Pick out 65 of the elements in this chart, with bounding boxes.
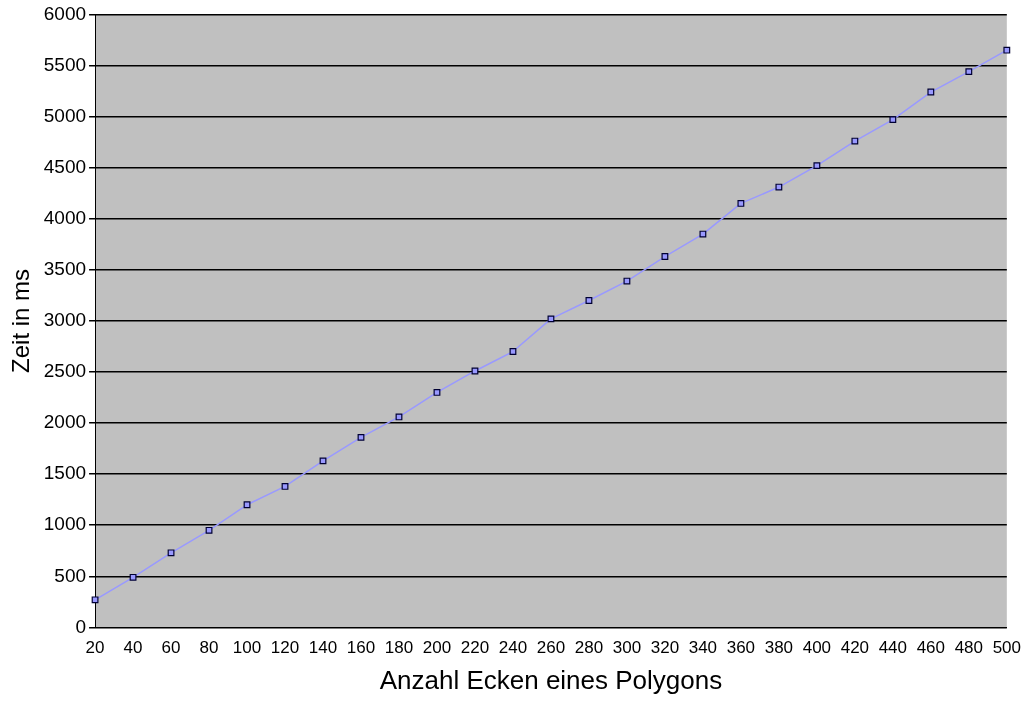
x-tick-label: 20 [85, 638, 105, 658]
x-tick-label: 40 [123, 638, 143, 658]
x-tick-label: 480 [954, 638, 984, 658]
y-tick-label: 4500 [43, 155, 87, 177]
y-tick-label: 6000 [43, 2, 87, 24]
x-tick-label: 300 [612, 638, 642, 658]
y-tick-label: 1500 [43, 462, 87, 484]
point [623, 277, 631, 285]
x-tick-label: 440 [878, 638, 908, 658]
point [547, 315, 555, 323]
x-tick-label: 360 [726, 638, 756, 658]
point [281, 482, 289, 490]
x-tick-label: 400 [802, 638, 832, 658]
point [167, 549, 175, 557]
point [471, 367, 479, 375]
point [129, 573, 137, 581]
y-axis-title: Zeit in ms [7, 268, 35, 373]
y-tick-label: 4000 [43, 206, 87, 228]
x-tick-label: 320 [650, 638, 680, 658]
point [585, 297, 593, 304]
x-tick-label: 460 [916, 638, 946, 658]
y-tick-label: 3500 [43, 258, 87, 280]
y-tick-label: 0 [75, 615, 87, 637]
x-axis-title: Anzahl Ecken eines Polygons [379, 664, 723, 695]
y-tick-label: 3000 [43, 309, 87, 331]
point [661, 253, 669, 260]
point [775, 183, 783, 191]
x-tick-label: 260 [536, 638, 566, 658]
x-tick-label: 380 [764, 638, 794, 658]
x-tick-label: 220 [460, 638, 490, 658]
point [91, 596, 99, 604]
x-tick-label: 340 [688, 638, 718, 658]
point [699, 230, 707, 238]
point [737, 199, 745, 207]
x-tick-label: 200 [422, 638, 452, 658]
y-tick-label: 2000 [43, 411, 87, 433]
x-tick-label: 500 [992, 638, 1022, 658]
point [509, 348, 517, 355]
x-tick-label: 60 [161, 638, 181, 658]
x-tick-label: 180 [384, 638, 414, 658]
y-tick-label: 1000 [43, 513, 87, 535]
x-tick-label: 80 [199, 638, 219, 658]
point [813, 162, 821, 170]
y-tick-label: 5500 [43, 53, 87, 75]
x-tick-label: 420 [840, 638, 870, 658]
point [205, 526, 213, 534]
point [319, 457, 327, 465]
y-tick-label: 2500 [43, 360, 87, 382]
x-tick-label: 160 [346, 638, 376, 658]
point [1003, 46, 1011, 54]
y-tick-label: 5000 [43, 104, 87, 126]
y-tick-label: 500 [54, 564, 87, 586]
point [851, 137, 859, 145]
point [889, 116, 897, 124]
x-tick-label: 100 [232, 638, 262, 658]
x-tick-label: 140 [308, 638, 338, 658]
point [927, 88, 935, 96]
point [243, 501, 251, 509]
point [433, 388, 441, 396]
point [395, 413, 403, 421]
x-tick-label: 120 [270, 638, 300, 658]
point [357, 433, 365, 441]
x-tick-label: 240 [498, 638, 528, 658]
point [965, 68, 973, 76]
x-tick-label: 280 [574, 638, 604, 658]
